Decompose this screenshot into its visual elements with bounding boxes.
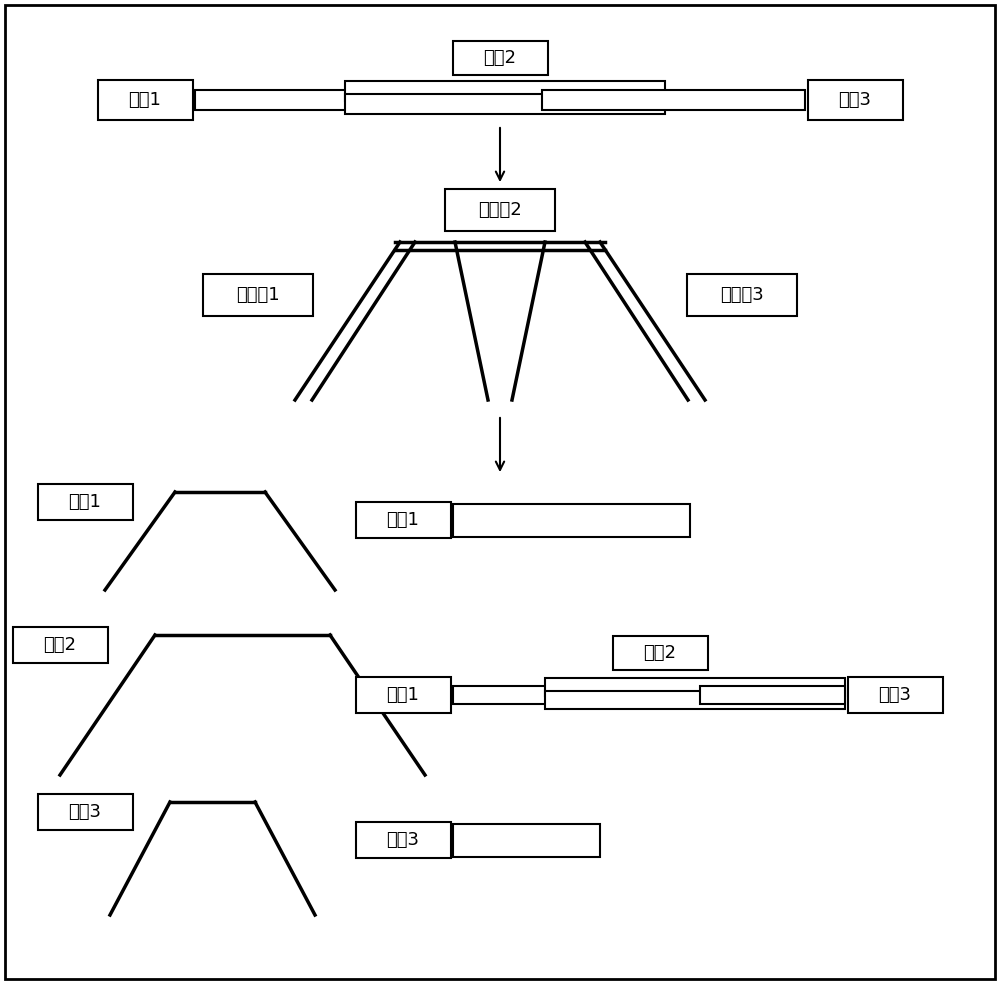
Bar	[612, 636, 708, 670]
Text: 滤波器3: 滤波器3	[720, 286, 764, 304]
Text: 通道1: 通道1	[69, 493, 101, 511]
Bar	[542, 90, 805, 110]
Text: 通道3: 通道3	[68, 803, 102, 821]
Bar	[356, 502, 450, 538]
Bar	[203, 274, 313, 316]
Bar	[445, 189, 555, 231]
Bar	[453, 824, 600, 857]
Text: 信号3: 信号3	[879, 686, 912, 704]
Bar	[356, 822, 450, 858]
Bar	[808, 80, 902, 120]
Bar	[38, 484, 132, 520]
Bar	[545, 678, 845, 696]
Bar	[687, 274, 797, 316]
Text: 信号2: 信号2	[484, 49, 516, 67]
Text: 信号3: 信号3	[838, 91, 872, 109]
Bar	[700, 686, 845, 704]
Bar	[453, 686, 648, 704]
Bar	[848, 677, 942, 713]
Text: 信号3: 信号3	[386, 831, 420, 849]
Bar	[98, 80, 192, 120]
Bar	[356, 677, 450, 713]
Bar	[452, 41, 548, 75]
Bar	[345, 81, 665, 101]
Text: 通道2: 通道2	[44, 636, 76, 654]
Bar	[545, 691, 845, 709]
Text: 信号2: 信号2	[644, 644, 676, 662]
Text: 滤波器2: 滤波器2	[478, 201, 522, 219]
Text: 信号1: 信号1	[387, 686, 419, 704]
Bar	[12, 627, 108, 663]
Bar	[345, 94, 665, 114]
Bar	[195, 90, 470, 110]
Text: 滤波器1: 滤波器1	[236, 286, 280, 304]
Bar	[453, 504, 690, 537]
Text: 信号1: 信号1	[129, 91, 161, 109]
Bar	[38, 794, 132, 830]
Text: 信号1: 信号1	[387, 511, 419, 529]
